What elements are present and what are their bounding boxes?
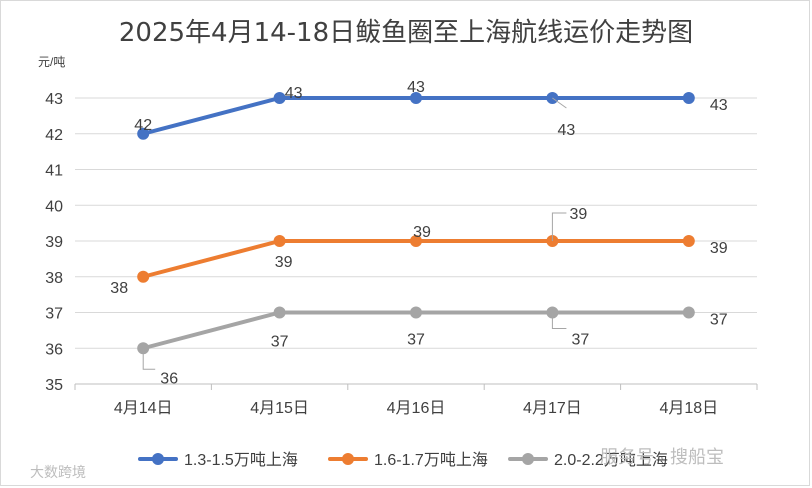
data-label: 42 xyxy=(134,117,152,134)
data-point xyxy=(273,235,286,247)
legend-label: 2.0-2.2万吨上海 xyxy=(554,451,668,469)
watermark-left: 大数跨境 xyxy=(30,464,86,480)
x-tick-label: 4月16日 xyxy=(387,400,446,417)
data-point xyxy=(273,92,286,104)
x-tick-label: 4月18日 xyxy=(659,400,718,417)
y-tick-label: 36 xyxy=(45,341,63,358)
y-tick-label: 43 xyxy=(45,91,63,108)
data-label: 39 xyxy=(413,224,431,241)
data-label: 37 xyxy=(271,334,289,351)
legend-swatch-marker xyxy=(152,453,164,465)
leader-line xyxy=(551,212,567,241)
y-tick-label: 40 xyxy=(45,198,63,215)
data-point xyxy=(682,92,695,104)
x-tick-label: 4月15日 xyxy=(250,400,309,417)
legend-swatch-marker xyxy=(522,453,534,465)
data-label: 39 xyxy=(275,254,293,271)
data-label: 43 xyxy=(407,79,425,96)
y-tick-label: 37 xyxy=(45,306,63,323)
data-label: 43 xyxy=(710,97,728,114)
data-point xyxy=(682,235,695,247)
data-label: 36 xyxy=(160,370,178,387)
legend-swatch-marker xyxy=(342,453,354,465)
chart-title: 2025年4月14-18日鲅鱼圈至上海航线运价走势图 xyxy=(118,18,694,48)
data-point xyxy=(410,235,422,247)
y-axis-unit: 元/吨 xyxy=(38,55,65,69)
data-point xyxy=(273,306,286,319)
data-label: 37 xyxy=(407,332,425,349)
legend-label: 1.3-1.5万吨上海 xyxy=(184,451,298,469)
y-tick-label: 39 xyxy=(45,234,63,251)
data-label: 43 xyxy=(558,122,576,139)
data-point xyxy=(682,306,695,319)
data-point xyxy=(137,270,150,283)
data-label: 37 xyxy=(710,312,728,329)
y-tick-label: 42 xyxy=(45,127,63,144)
watermark-right: 服务号 · 搜船宝 xyxy=(600,447,724,467)
y-tick-label: 35 xyxy=(45,377,63,394)
data-label: 38 xyxy=(110,280,128,297)
leader-line xyxy=(552,97,567,109)
data-label: 39 xyxy=(710,240,728,257)
x-tick-label: 4月14日 xyxy=(114,400,173,417)
leader-line xyxy=(551,312,567,329)
data-label: 39 xyxy=(570,206,588,223)
data-point xyxy=(137,127,150,140)
data-point xyxy=(410,306,422,319)
legend-label: 1.6-1.7万吨上海 xyxy=(374,451,488,469)
data-point xyxy=(410,92,422,104)
data-label: 43 xyxy=(285,85,303,102)
y-tick-label: 38 xyxy=(45,270,63,287)
y-tick-label: 41 xyxy=(45,163,63,180)
x-tick-label: 4月17日 xyxy=(523,400,582,417)
leader-line xyxy=(142,348,156,370)
data-label: 37 xyxy=(572,332,590,349)
